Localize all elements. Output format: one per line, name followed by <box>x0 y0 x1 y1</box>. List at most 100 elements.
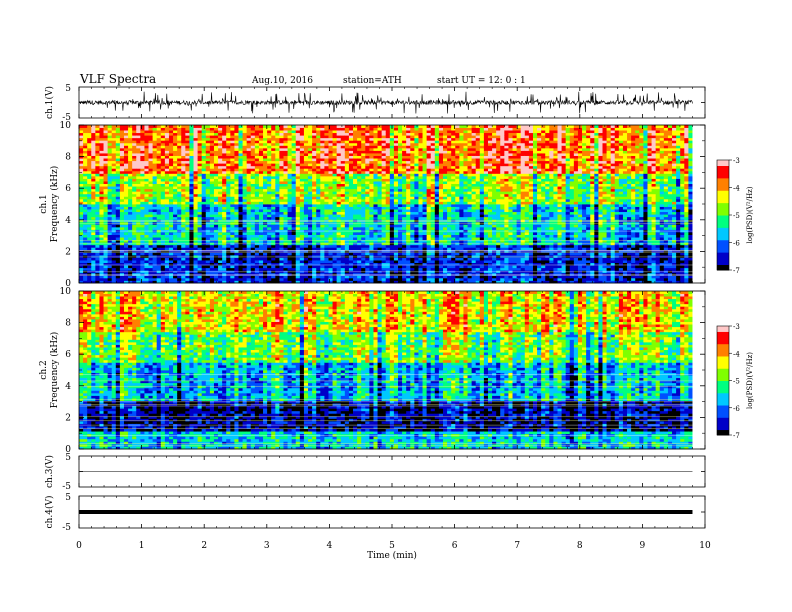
heatmap-cell <box>222 140 227 144</box>
heatmap-cell <box>99 280 104 284</box>
heatmap-cell <box>140 168 145 172</box>
heatmap-cell <box>361 224 366 228</box>
heatmap-cell <box>275 226 280 230</box>
heatmap-cell <box>267 175 272 179</box>
heatmap-cell <box>312 267 317 271</box>
heatmap-cell <box>119 247 125 251</box>
heatmap-cell <box>99 175 104 179</box>
heatmap-cell <box>291 155 297 159</box>
heatmap-cell <box>283 188 288 192</box>
heatmap-cell <box>238 145 243 149</box>
heatmap-cell <box>365 147 370 151</box>
heatmap-cell <box>193 275 199 279</box>
heatmap-cell <box>316 244 321 248</box>
heatmap-cell <box>181 140 186 144</box>
heatmap-cell <box>152 239 158 243</box>
heatmap-cell <box>275 135 280 139</box>
heatmap-cell <box>164 206 170 210</box>
heatmap-cell <box>328 204 333 207</box>
heatmap-cell <box>193 198 199 202</box>
heatmap-cell <box>123 155 129 159</box>
heatmap-cell <box>353 155 358 159</box>
heatmap-cell <box>230 150 235 154</box>
heatmap-cell <box>348 234 354 238</box>
heatmap-cell <box>144 173 149 177</box>
heatmap-cell <box>234 234 239 238</box>
heatmap-cell <box>95 178 100 182</box>
heatmap-cell <box>218 165 223 169</box>
heatmap-cell <box>99 186 104 190</box>
heatmap-cell <box>369 160 374 164</box>
heatmap-cell <box>279 234 284 238</box>
heatmap-cell <box>340 232 346 235</box>
heatmap-cell <box>119 221 125 225</box>
heatmap-cell <box>287 168 293 172</box>
heatmap-cell <box>357 265 362 269</box>
heatmap-cell <box>226 216 231 220</box>
heatmap-cell <box>267 150 272 154</box>
heatmap-cell <box>144 178 149 182</box>
heatmap-cell <box>222 239 227 243</box>
heatmap-cell <box>324 150 329 154</box>
heatmap-cell <box>340 170 346 174</box>
heatmap-cell <box>332 188 338 192</box>
heatmap-cell <box>213 232 219 235</box>
heatmap-cell <box>213 275 219 279</box>
heatmap-cell <box>320 265 325 269</box>
heatmap-cell <box>332 196 338 200</box>
heatmap-cell <box>254 153 260 156</box>
heatmap-cell <box>308 160 313 164</box>
heatmap-cell <box>234 188 239 192</box>
heatmap-cell <box>83 145 88 149</box>
heatmap-cell <box>79 224 84 228</box>
heatmap-cell <box>324 262 329 266</box>
heatmap-cell <box>193 127 199 131</box>
heatmap-cell <box>107 247 113 251</box>
heatmap-cell <box>230 168 235 172</box>
heatmap-cell <box>316 237 321 241</box>
heatmap-cell <box>398 224 403 228</box>
heatmap-cell <box>209 137 215 141</box>
heatmap-cell <box>348 125 354 128</box>
heatmap-cell <box>160 193 166 197</box>
heatmap-cell <box>152 249 158 253</box>
heatmap-cell <box>357 209 362 213</box>
heatmap-cell <box>234 239 239 243</box>
heatmap-cell <box>340 224 346 228</box>
heatmap-cell <box>209 125 215 128</box>
heatmap-cell <box>267 198 272 202</box>
heatmap-cell <box>226 198 231 202</box>
ch1-spectrogram-cells <box>79 125 693 284</box>
heatmap-cell <box>328 275 333 279</box>
heatmap-cell <box>254 130 260 134</box>
heatmap-cell <box>99 165 104 169</box>
heatmap-cell <box>238 265 243 269</box>
heatmap-cell <box>385 262 391 266</box>
heatmap-cell <box>181 153 186 156</box>
heatmap-cell <box>393 247 399 251</box>
heatmap-cell <box>140 265 145 269</box>
heatmap-cell <box>234 142 239 146</box>
heatmap-cell <box>267 183 272 187</box>
heatmap-cell <box>148 265 154 269</box>
heatmap-cell <box>226 267 231 271</box>
heatmap-cell <box>246 267 252 271</box>
heatmap-cell <box>267 153 272 156</box>
heatmap-cell <box>201 168 207 172</box>
heatmap-cell <box>99 188 104 192</box>
heatmap-cell <box>332 226 338 230</box>
heatmap-cell <box>389 188 395 192</box>
heatmap-cell <box>209 158 215 162</box>
heatmap-cell <box>238 137 243 141</box>
heatmap-cell <box>283 155 288 159</box>
heatmap-cell <box>115 155 121 159</box>
heatmap-cell <box>177 198 182 202</box>
heatmap-cell <box>344 239 350 243</box>
heatmap-cell <box>160 216 166 220</box>
heatmap-cell <box>275 252 280 256</box>
heatmap-cell <box>316 204 321 207</box>
heatmap-cell <box>213 280 219 284</box>
heatmap-cell <box>91 158 96 162</box>
heatmap-cell <box>389 142 395 146</box>
heatmap-cell <box>115 130 121 134</box>
